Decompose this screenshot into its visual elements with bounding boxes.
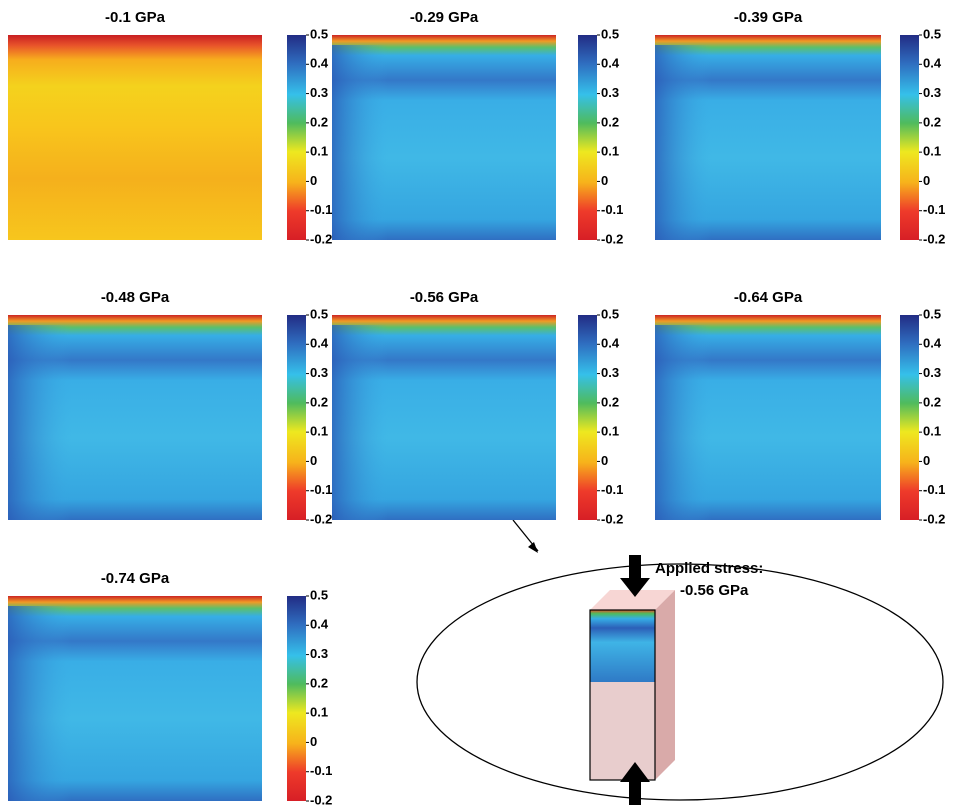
colorbar-tick-label: 0.3 — [310, 365, 328, 380]
colorbar-tick-label: 0.5 — [310, 26, 328, 41]
colorbar-tick-label: 0.5 — [310, 306, 328, 321]
colorbar-tick-label: 0.2 — [310, 114, 328, 129]
colorbar-tick-label: 0.1 — [310, 144, 328, 159]
colorbar-tick-label: 0 — [310, 173, 317, 188]
panel-title: -0.64 GPa — [734, 289, 803, 306]
heatmap — [8, 35, 262, 240]
heatmap-shade — [8, 325, 262, 520]
colorbar-tick-label: 0 — [310, 453, 317, 468]
colorbar-tick-label: -0.1 — [923, 482, 945, 497]
colorbar-tick-label: 0.4 — [923, 336, 942, 351]
box-front-map — [590, 610, 655, 682]
colorbar-tick-label: 0.4 — [601, 336, 620, 351]
panel-title: -0.39 GPa — [734, 9, 803, 26]
box-side — [655, 590, 675, 780]
colorbar-tick-label: 0.1 — [601, 424, 619, 439]
colorbar-tick-label: 0 — [601, 453, 608, 468]
colorbar-tick-label: -0.2 — [923, 231, 945, 246]
inset-label: -0.56 GPa — [680, 582, 749, 599]
inset-ellipse — [416, 563, 944, 801]
colorbar-tick-label: 0.4 — [310, 336, 329, 351]
colorbar-tick-label: 0.2 — [601, 114, 619, 129]
colorbar-tick-label: 0.2 — [923, 394, 941, 409]
colorbar-tick-label: 0.5 — [601, 306, 619, 321]
colorbar-tick-label: -0.1 — [601, 482, 623, 497]
colorbar-tick-label: 0.5 — [923, 26, 941, 41]
colorbar-tick-label: 0.5 — [310, 587, 328, 602]
colorbar-tick-label: -0.2 — [923, 511, 945, 526]
heatmap-shade — [332, 325, 556, 520]
colorbar-tick-label: 0.2 — [923, 114, 941, 129]
colorbar-tick-label: 0.3 — [601, 365, 619, 380]
colorbar-tick-label: 0.1 — [923, 144, 941, 159]
colorbar-tick-label: 0.3 — [601, 85, 619, 100]
colorbar-tick-label: 0.3 — [923, 85, 941, 100]
colorbar-tick-label: 0.4 — [923, 56, 942, 71]
panel-title: -0.48 GPa — [101, 289, 170, 306]
colorbar-tick-label: 0.2 — [601, 394, 619, 409]
panel-title: -0.29 GPa — [410, 9, 479, 26]
colorbar-tick-label: 0.4 — [601, 56, 620, 71]
colorbar-tick-label: 0 — [923, 453, 930, 468]
box-front-substrate — [590, 682, 655, 780]
pointer-head — [528, 542, 538, 553]
colorbar-tick-label: 0 — [923, 173, 930, 188]
colorbar-tick-label: -0.2 — [310, 231, 332, 246]
arrow-up — [620, 762, 650, 805]
colorbar-tick-label: 0.3 — [923, 365, 941, 380]
box-top — [590, 590, 675, 610]
panel-title: -0.1 GPa — [105, 9, 166, 26]
colorbar-tick-label: 0.1 — [923, 424, 941, 439]
colorbar-tick-label: -0.2 — [310, 511, 332, 526]
colorbar — [287, 35, 306, 240]
colorbar-tick-label: -0.2 — [310, 792, 332, 805]
colorbar-tick-label: 0.4 — [310, 56, 329, 71]
colorbar — [578, 315, 597, 520]
colorbar-tick-label: 0.2 — [310, 675, 328, 690]
panel-title: -0.74 GPa — [101, 570, 170, 587]
colorbar-tick-label: -0.1 — [310, 482, 332, 497]
colorbar-tick-label: -0.1 — [310, 763, 332, 778]
heatmap-shade — [8, 606, 262, 801]
colorbar-tick-label: 0.5 — [923, 306, 941, 321]
panel-title: -0.56 GPa — [410, 289, 479, 306]
colorbar-tick-label: 0.1 — [310, 424, 328, 439]
colorbar-tick-label: -0.1 — [601, 202, 623, 217]
colorbar-tick-label: 0.5 — [601, 26, 619, 41]
colorbar-tick-label: -0.1 — [310, 202, 332, 217]
colorbar-tick-label: 0.1 — [601, 144, 619, 159]
heatmap-shade — [332, 45, 556, 240]
colorbar — [578, 35, 597, 240]
heatmap-shade — [655, 45, 881, 240]
colorbar — [900, 315, 919, 520]
colorbar-tick-label: 0 — [310, 734, 317, 749]
colorbar-tick-label: 0.4 — [310, 617, 329, 632]
colorbar-tick-label: 0.3 — [310, 85, 328, 100]
colorbar-tick-label: 0 — [601, 173, 608, 188]
colorbar-tick-label: -0.2 — [601, 511, 623, 526]
inset-label: Applied stress: — [655, 560, 763, 577]
colorbar-tick-label: 0.2 — [310, 394, 328, 409]
heatmap-shade — [655, 325, 881, 520]
arrow-down — [620, 555, 650, 597]
colorbar-tick-label: -0.2 — [601, 231, 623, 246]
colorbar-tick-label: 0.1 — [310, 705, 328, 720]
colorbar-tick-label: -0.1 — [923, 202, 945, 217]
colorbar — [900, 35, 919, 240]
colorbar — [287, 596, 306, 801]
colorbar-tick-label: 0.3 — [310, 646, 328, 661]
colorbar — [287, 315, 306, 520]
